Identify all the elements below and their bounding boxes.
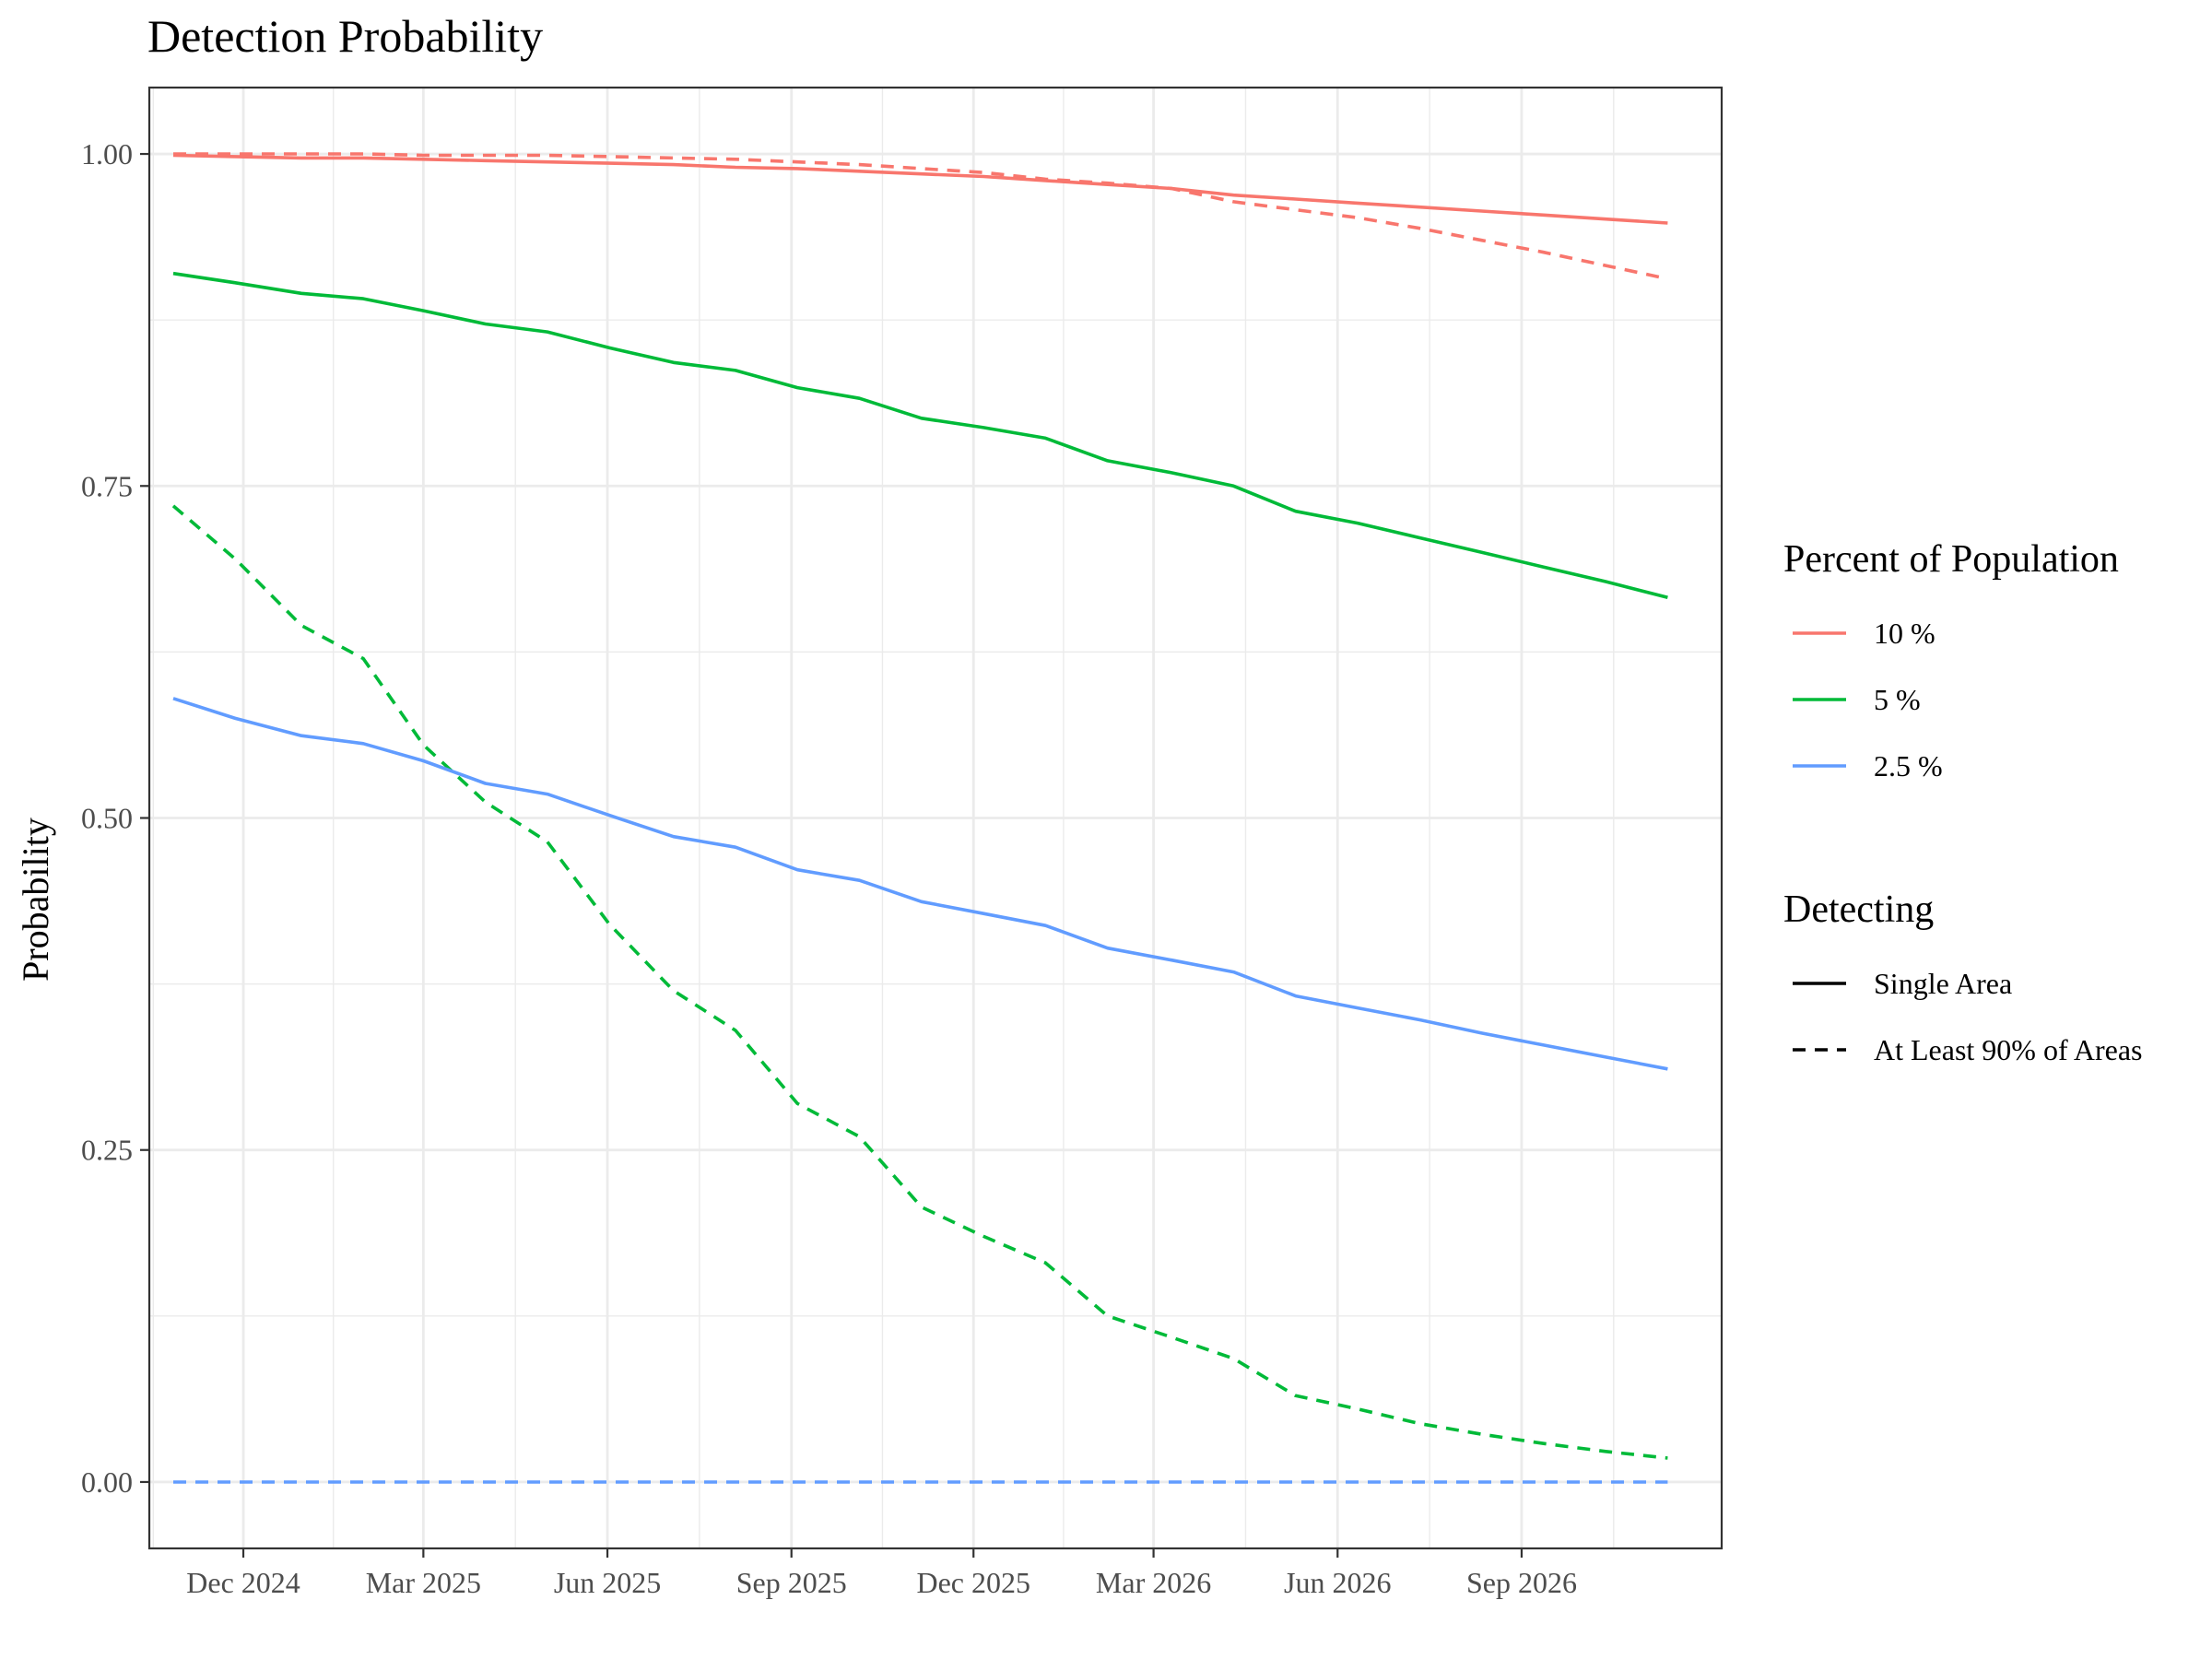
series-line-10-pct-at-least-90-areas [173,152,1668,281]
legend-label: At Least 90% of Areas [1874,1033,2142,1066]
x-tick-label: Sep 2026 [1466,1566,1577,1599]
legend-label: 2.5 % [1874,749,1943,782]
y-tick-label: 0.75 [81,469,133,502]
x-tick-label: Jun 2026 [1284,1566,1391,1599]
legend-title: Percent of Population [1783,538,2119,581]
axis-layer: Dec 2024 Mar 2025 Jun 2025 Sep 2025 Dec 2025… [81,86,1724,1599]
series-line-2-5-pct-single-area [172,697,1668,1071]
x-tick-label: Sep 2025 [736,1566,847,1599]
y-tick-label: 0.25 [81,1134,133,1167]
legend-label: 5 % [1874,683,1921,716]
x-tick-label: Dec 2025 [916,1566,1030,1599]
x-tick-label: Dec 2024 [186,1566,300,1599]
series-layer [171,152,1668,1484]
y-axis-title: Probability [15,818,56,982]
y-tick-label: 1.00 [81,137,133,171]
y-tick-label: 0.00 [81,1465,133,1499]
x-tick-label: Mar 2025 [366,1566,481,1599]
y-tick-label: 0.50 [81,802,133,835]
legend-title: Detecting [1783,888,1934,931]
chart-title: Detection Probability [147,10,543,62]
legend-label: Single Area [1874,967,2012,1000]
legend-label: 10 % [1874,617,1936,650]
legend: Percent of Population 10 % 5 % 2.5 % Detecti… [1783,538,2142,1066]
x-tick-label: Jun 2025 [554,1566,661,1599]
series-line-5-pct-single-area [172,271,1668,600]
x-tick-label: Mar 2026 [1096,1566,1211,1599]
series-line-10-pct-single-area [172,153,1668,225]
